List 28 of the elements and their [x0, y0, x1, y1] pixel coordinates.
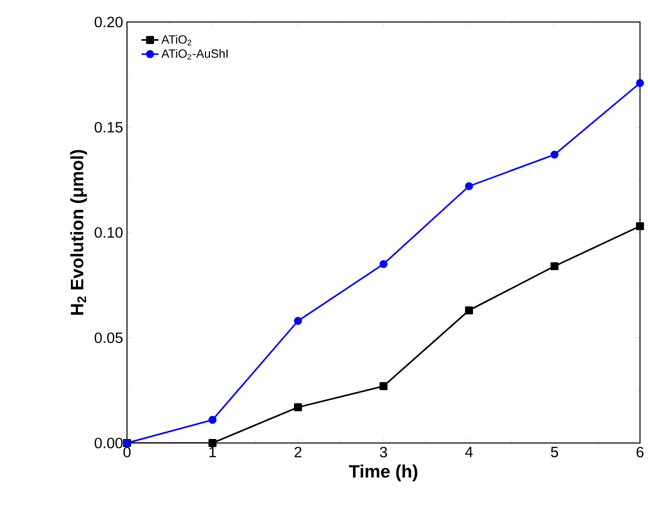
- x-axis-title: Time (h): [349, 464, 418, 482]
- x-tick-label: 0: [123, 446, 131, 458]
- x-tick-label: 4: [465, 446, 473, 458]
- y-tick-label: 0.05: [94, 332, 123, 344]
- x-tick-label: 6: [636, 446, 644, 458]
- point: [465, 306, 473, 314]
- point: [380, 382, 388, 390]
- point: [636, 222, 644, 230]
- point: [380, 260, 388, 268]
- legend-label: ATiO$_{2}$-AuShI: [161, 49, 228, 60]
- point: [208, 439, 216, 447]
- point: [636, 79, 644, 88]
- x-tick-label: 5: [550, 446, 558, 458]
- point: [465, 182, 473, 190]
- y-tick-label: 0.15: [94, 122, 123, 133]
- point: [550, 150, 558, 159]
- point: [208, 416, 216, 424]
- x-tick-label: 2: [294, 446, 302, 458]
- x-tick-label: 1: [209, 446, 216, 458]
- y-tick-label: 0.00: [94, 438, 123, 448]
- point: [294, 403, 302, 412]
- y-tick-label: 0.10: [94, 227, 123, 238]
- x-tick-label: 3: [380, 446, 388, 458]
- point: [294, 316, 302, 325]
- y-axis-title: H$_{2}$ Evolution (μmol): [70, 150, 87, 315]
- point: [550, 262, 558, 270]
- legend-label: ATiO$_{2}$: [161, 34, 192, 46]
- y-tick-label: 0.20: [94, 16, 123, 28]
